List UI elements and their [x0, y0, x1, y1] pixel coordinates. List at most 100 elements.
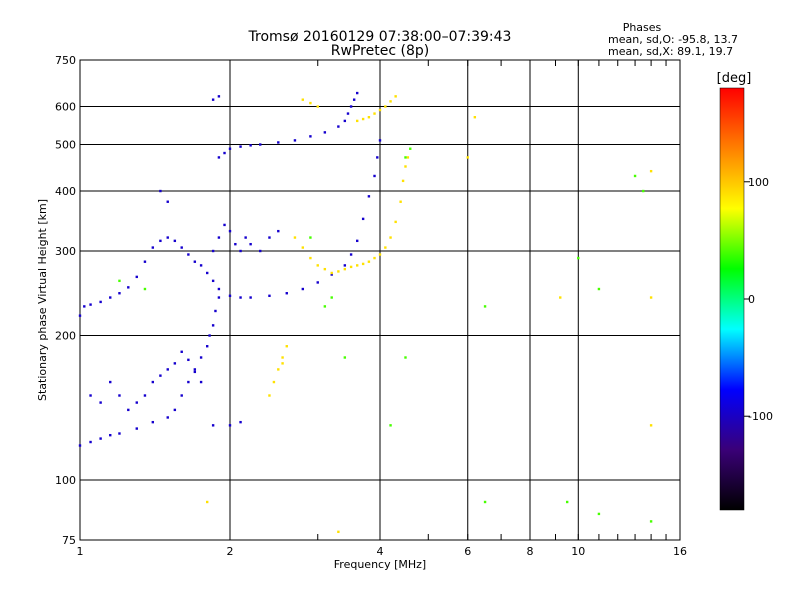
data-point [249, 144, 252, 147]
data-point [234, 242, 237, 246]
data-point [323, 305, 327, 308]
data-point [399, 200, 402, 203]
data-point [330, 296, 333, 299]
data-point [293, 139, 297, 142]
y-tick-label: 400 [55, 185, 76, 198]
colorbar-tick-label: 100 [748, 176, 769, 189]
data-point [180, 350, 183, 353]
data-point [217, 296, 221, 299]
x-tick-label: 6 [464, 545, 471, 558]
data-point [166, 236, 169, 239]
data-point [228, 147, 232, 150]
colorbar-ticks: 100 0 -100 [744, 176, 773, 423]
y-tick-label: 75 [62, 534, 76, 547]
data-point [277, 229, 280, 233]
data-point [355, 239, 359, 243]
data-point [389, 100, 392, 103]
colorbar-tick-label: -100 [748, 410, 773, 423]
data-point [597, 287, 601, 291]
data-point [316, 105, 319, 108]
y-axis-ticks: 75 100 200 300 400 500 600 750 [55, 54, 76, 547]
data-point [223, 151, 226, 155]
data-point [649, 424, 653, 427]
data-point [151, 380, 155, 384]
data-point [277, 141, 280, 144]
data-point [217, 95, 221, 98]
data-point [577, 256, 580, 260]
data-point [244, 236, 247, 239]
data-point [239, 249, 242, 253]
data-point [473, 116, 477, 119]
data-point [301, 287, 305, 291]
phases-o-line: mean, sd,O: -95.8, 13.7 [608, 33, 738, 46]
data-point [118, 394, 121, 397]
data-point [404, 156, 407, 159]
data-point [180, 394, 183, 397]
data-point [223, 223, 226, 227]
data-point [211, 324, 215, 327]
data-point [173, 239, 177, 243]
data-point [205, 271, 209, 275]
data-point [187, 380, 190, 384]
data-point [343, 119, 347, 123]
data-point [211, 279, 215, 283]
grid-lines [80, 60, 680, 540]
data-point [361, 262, 365, 266]
data-point [597, 512, 601, 516]
data-point [404, 356, 407, 359]
data-point [180, 246, 183, 249]
data-point [367, 260, 371, 263]
data-point [78, 444, 82, 447]
data-point [367, 116, 371, 119]
data-point [151, 246, 155, 249]
data-point [337, 530, 340, 534]
data-point [151, 420, 155, 424]
data-point [159, 374, 162, 377]
data-point [211, 249, 215, 253]
x-tick-label: 8 [527, 545, 534, 558]
data-point [361, 117, 365, 121]
data-point [109, 296, 112, 299]
data-point [118, 432, 121, 435]
data-point [281, 362, 284, 365]
y-tick-label: 500 [55, 139, 76, 152]
data-point [83, 305, 86, 308]
data-point [483, 500, 487, 504]
data-point [389, 236, 392, 239]
data-point [166, 416, 169, 419]
data-point [394, 220, 397, 224]
data-point [199, 356, 203, 359]
data-point [89, 303, 92, 306]
data-point [89, 440, 92, 444]
data-points [78, 91, 653, 534]
data-point [228, 229, 232, 233]
data-point [166, 368, 169, 371]
data-point [259, 249, 262, 253]
data-point [394, 95, 397, 98]
data-point [193, 260, 197, 263]
data-point [330, 273, 333, 276]
data-point [239, 296, 242, 299]
data-point [361, 217, 365, 221]
x-tick-label: 10 [571, 545, 585, 558]
data-point [217, 156, 221, 159]
data-point [277, 368, 280, 371]
data-point [285, 292, 288, 295]
data-point [187, 358, 190, 362]
data-point [281, 356, 284, 359]
data-point [384, 105, 387, 108]
data-point [166, 200, 169, 203]
data-point [316, 264, 319, 267]
data-point [483, 305, 487, 308]
data-point [193, 368, 197, 371]
data-point [373, 174, 376, 178]
data-point [330, 271, 333, 275]
data-point [211, 424, 215, 427]
data-point [205, 345, 209, 348]
data-point [99, 437, 102, 440]
data-point [404, 165, 407, 168]
x-tick-label: 16 [673, 545, 687, 558]
data-point [367, 195, 371, 198]
data-point [406, 156, 410, 159]
